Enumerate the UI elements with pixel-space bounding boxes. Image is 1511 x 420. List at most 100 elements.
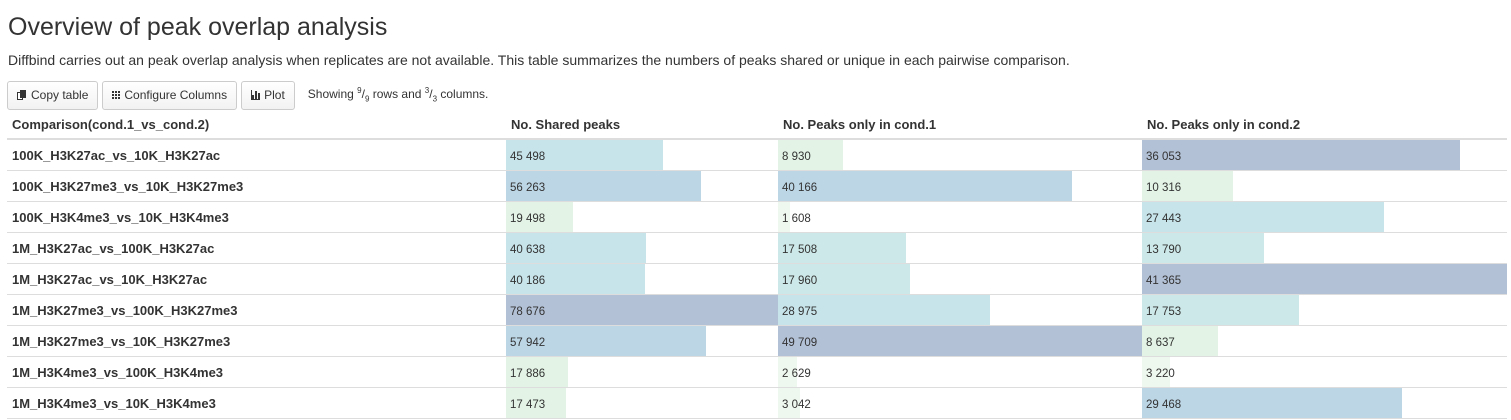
page-title: Overview of peak overlap analysis [8,13,388,41]
value-number: 8 930 [782,150,811,163]
value-cell: 45 498 [506,139,778,171]
column-header-only-cond1[interactable]: No. Peaks only in cond.1 [778,111,1142,140]
value-number: 2 629 [782,367,811,380]
value-number: 13 790 [1146,243,1182,256]
value-cell: 17 508 [778,232,1142,264]
value-bar [778,295,990,325]
value-number: 17 508 [782,243,818,256]
comparison-cell: 100K_H3K27ac_vs_10K_H3K27ac [7,139,506,171]
value-bar [506,140,663,170]
value-bar [1142,202,1384,232]
value-number: 56 263 [510,181,546,194]
value-cell: 40 186 [506,263,778,295]
value-bar [778,140,843,170]
table-toolbar: Copy table Configure Columns Plot Showin… [7,80,488,110]
value-number: 19 498 [510,212,546,225]
column-header-shared-peaks[interactable]: No. Shared peaks [506,111,778,140]
value-cell: 40 166 [778,170,1142,202]
columns-icon [112,91,121,99]
value-bar [1142,171,1233,201]
comparison-cell: 1M_H3K27me3_vs_100K_H3K27me3 [7,294,506,326]
value-cell: 28 975 [778,294,1142,326]
value-bar [778,388,800,418]
table-row: 1M_H3K4me3_vs_100K_H3K4me3 17 886 2 629 3 2… [7,356,1507,388]
value-number: 41 365 [1146,274,1182,287]
column-header-only-cond2[interactable]: No. Peaks only in cond.2 [1142,111,1507,140]
value-number: 40 166 [782,181,818,194]
bar-chart-icon [251,90,261,100]
value-bar [778,264,910,294]
value-cell: 8 930 [778,139,1142,171]
comparison-cell: 100K_H3K4me3_vs_10K_H3K4me3 [7,201,506,233]
value-cell: 3 220 [1142,356,1507,388]
table-row: 1M_H3K27ac_vs_100K_H3K27ac 40 638 17 508 13… [7,232,1507,264]
configure-columns-button[interactable]: Configure Columns [102,80,238,110]
value-cell: 29 468 [1142,387,1507,419]
value-cell: 41 365 [1142,263,1507,295]
table-row: 100K_H3K27ac_vs_10K_H3K27ac 45 498 8 930 36… [7,139,1507,171]
value-cell: 57 942 [506,325,778,357]
value-number: 49 709 [782,336,818,349]
value-bar [778,202,790,232]
value-cell: 1 608 [778,201,1142,233]
value-cell: 3 042 [778,387,1142,419]
configure-columns-label: Configure Columns [124,88,228,102]
value-cell: 49 709 [778,325,1142,357]
value-bar [506,202,573,232]
value-bar [1142,140,1460,170]
value-number: 17 753 [1146,305,1182,318]
value-bar [1142,326,1218,356]
value-cell: 17 886 [506,356,778,388]
table-row: 100K_H3K4me3_vs_10K_H3K4me3 19 498 1 608 27… [7,201,1507,233]
copy-table-button[interactable]: Copy table [7,80,99,110]
value-bar [1142,388,1402,418]
table-row: 100K_H3K27me3_vs_10K_H3K27me3 56 263 40 16… [7,170,1507,202]
value-bar [778,233,906,263]
value-number: 28 975 [782,305,818,318]
value-bar [778,171,1072,201]
value-bar [506,233,646,263]
comparison-cell: 100K_H3K27me3_vs_10K_H3K27me3 [7,170,506,202]
value-number: 3 042 [782,398,811,411]
value-number: 17 960 [782,274,818,287]
value-cell: 17 753 [1142,294,1507,326]
copy-table-label: Copy table [31,88,89,102]
value-cell: 17 960 [778,263,1142,295]
value-cell: 27 443 [1142,201,1507,233]
comparison-cell: 1M_H3K4me3_vs_10K_H3K4me3 [7,387,506,419]
value-bar [506,357,568,387]
value-number: 1 608 [782,212,811,225]
value-number: 29 468 [1146,398,1182,411]
value-number: 3 220 [1146,367,1175,380]
value-number: 27 443 [1146,212,1182,225]
value-bar [1142,295,1299,325]
plot-button[interactable]: Plot [241,80,295,110]
column-header-comparison[interactable]: Comparison(cond.1_vs_cond.2) [7,111,506,140]
value-number: 36 053 [1146,150,1182,163]
value-number: 40 638 [510,243,546,256]
comparison-cell: 1M_H3K27ac_vs_100K_H3K27ac [7,232,506,264]
plot-label: Plot [264,88,285,102]
value-bar [506,388,566,418]
value-number: 40 186 [510,274,546,287]
value-number: 8 637 [1146,336,1175,349]
value-bar [506,171,701,201]
peak-overlap-table: Comparison(cond.1_vs_cond.2) No. Shared … [7,111,1507,419]
value-number: 57 942 [510,336,546,349]
value-bar [1142,233,1264,263]
value-cell: 17 473 [506,387,778,419]
value-number: 78 676 [510,305,546,318]
table-header-row: Comparison(cond.1_vs_cond.2) No. Shared … [7,111,1507,140]
value-cell: 56 263 [506,170,778,202]
table-row: 1M_H3K4me3_vs_10K_H3K4me3 17 473 3 042 29 4… [7,387,1507,419]
value-cell: 13 790 [1142,232,1507,264]
table-row: 1M_H3K27me3_vs_100K_H3K27me3 78 676 28 975… [7,294,1507,326]
value-number: 17 473 [510,398,546,411]
value-cell: 36 053 [1142,139,1507,171]
value-bar [506,326,706,356]
value-bar [778,357,797,387]
value-cell: 2 629 [778,356,1142,388]
table-row: 1M_H3K27me3_vs_10K_H3K27me3 57 942 49 709 8… [7,325,1507,357]
comparison-cell: 1M_H3K27ac_vs_10K_H3K27ac [7,263,506,295]
